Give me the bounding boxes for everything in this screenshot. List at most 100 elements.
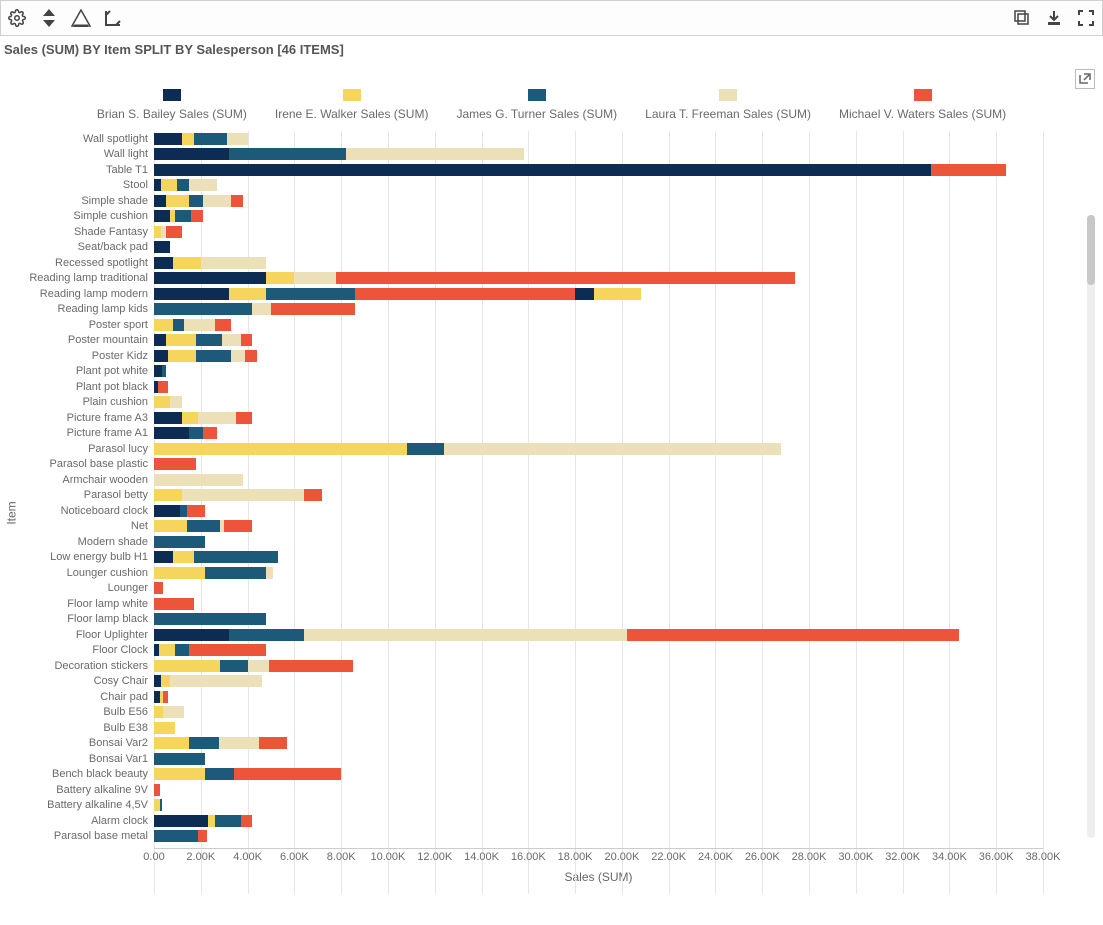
bar-segment[interactable] <box>154 226 161 238</box>
bar-segment[interactable] <box>154 768 205 780</box>
bar-segment[interactable] <box>154 179 161 191</box>
bar-segment[interactable] <box>154 365 162 377</box>
bar-segment[interactable] <box>215 319 231 331</box>
bar-track[interactable] <box>154 164 1043 176</box>
bar-segment[interactable] <box>154 241 170 253</box>
bar-segment[interactable] <box>154 443 407 455</box>
bar-segment[interactable] <box>224 520 252 532</box>
bar-segment[interactable] <box>346 148 524 160</box>
bar-segment[interactable] <box>227 133 248 145</box>
bar-track[interactable] <box>154 396 1043 408</box>
bar-segment[interactable] <box>182 133 194 145</box>
show-warnings-icon[interactable] <box>71 8 91 28</box>
bar-segment[interactable] <box>236 412 252 424</box>
scrollbar-vertical[interactable] <box>1087 215 1095 838</box>
bar-segment[interactable] <box>355 288 575 300</box>
bar-segment[interactable] <box>154 830 198 842</box>
bar-segment[interactable] <box>231 195 243 207</box>
bar-track[interactable] <box>154 815 1043 827</box>
bar-track[interactable] <box>154 830 1043 842</box>
bar-track[interactable] <box>154 598 1043 610</box>
bar-segment[interactable] <box>154 412 182 424</box>
bar-segment[interactable] <box>173 551 194 563</box>
bar-track[interactable] <box>154 133 1043 145</box>
bar-segment[interactable] <box>154 598 194 610</box>
bar-segment[interactable] <box>189 737 219 749</box>
bar-track[interactable] <box>154 706 1043 718</box>
legend-entry[interactable]: James G. Turner Sales (SUM) <box>456 89 617 121</box>
bar-segment[interactable] <box>154 257 173 269</box>
bar-segment[interactable] <box>269 660 353 672</box>
bar-segment[interactable] <box>154 303 252 315</box>
bar-segment[interactable] <box>154 706 163 718</box>
bar-track[interactable] <box>154 660 1043 672</box>
bar-segment[interactable] <box>154 148 229 160</box>
bar-segment[interactable] <box>187 505 206 517</box>
bar-segment[interactable] <box>196 334 222 346</box>
bar-segment[interactable] <box>154 427 189 439</box>
bar-segment[interactable] <box>575 288 594 300</box>
bar-segment[interactable] <box>154 815 208 827</box>
bar-track[interactable] <box>154 458 1043 470</box>
bar-segment[interactable] <box>170 675 261 687</box>
bar-segment[interactable] <box>154 334 166 346</box>
gear-icon[interactable] <box>7 8 27 28</box>
bar-segment[interactable] <box>229 288 266 300</box>
bar-segment[interactable] <box>154 319 173 331</box>
bar-segment[interactable] <box>234 768 342 780</box>
bar-segment[interactable] <box>166 195 189 207</box>
bar-segment[interactable] <box>154 536 205 548</box>
bar-segment[interactable] <box>154 675 161 687</box>
bar-track[interactable] <box>154 474 1043 486</box>
bar-segment[interactable] <box>594 288 641 300</box>
bar-segment[interactable] <box>154 474 243 486</box>
bar-segment[interactable] <box>266 567 273 579</box>
bar-track[interactable] <box>154 551 1043 563</box>
bar-track[interactable] <box>154 365 1043 377</box>
bar-segment[interactable] <box>203 195 231 207</box>
bar-segment[interactable] <box>154 629 229 641</box>
bar-track[interactable] <box>154 629 1043 641</box>
legend-entry[interactable]: Irene E. Walker Sales (SUM) <box>275 89 429 121</box>
bar-segment[interactable] <box>154 582 163 594</box>
bar-segment[interactable] <box>222 334 241 346</box>
bar-segment[interactable] <box>294 272 336 284</box>
bar-segment[interactable] <box>154 489 182 501</box>
bar-segment[interactable] <box>173 257 201 269</box>
bar-segment[interactable] <box>170 396 182 408</box>
bar-segment[interactable] <box>154 505 180 517</box>
fullscreen-icon[interactable] <box>1076 8 1096 28</box>
bar-segment[interactable] <box>175 210 191 222</box>
bar-segment[interactable] <box>182 489 304 501</box>
bar-segment[interactable] <box>154 350 168 362</box>
bar-track[interactable] <box>154 179 1043 191</box>
bar-track[interactable] <box>154 520 1043 532</box>
bar-track[interactable] <box>154 288 1043 300</box>
bar-track[interactable] <box>154 148 1043 160</box>
bar-segment[interactable] <box>175 644 189 656</box>
bar-segment[interactable] <box>154 722 175 734</box>
bar-segment[interactable] <box>248 660 269 672</box>
bar-segment[interactable] <box>271 303 355 315</box>
bar-track[interactable] <box>154 210 1043 222</box>
bar-track[interactable] <box>154 784 1043 796</box>
bar-segment[interactable] <box>180 505 187 517</box>
bar-segment[interactable] <box>166 334 196 346</box>
bar-segment[interactable] <box>266 272 294 284</box>
bar-track[interactable] <box>154 226 1043 238</box>
bar-segment[interactable] <box>229 148 346 160</box>
bar-segment[interactable] <box>194 133 227 145</box>
bar-track[interactable] <box>154 737 1043 749</box>
bar-track[interactable] <box>154 195 1043 207</box>
bar-segment[interactable] <box>189 195 203 207</box>
bar-segment[interactable] <box>215 815 241 827</box>
bar-segment[interactable] <box>208 815 215 827</box>
bar-track[interactable] <box>154 334 1043 346</box>
bar-segment[interactable] <box>154 272 266 284</box>
bar-track[interactable] <box>154 613 1043 625</box>
bar-segment[interactable] <box>154 551 173 563</box>
bar-segment[interactable] <box>154 753 205 765</box>
bar-segment[interactable] <box>159 644 175 656</box>
bar-segment[interactable] <box>154 520 187 532</box>
bar-segment[interactable] <box>198 412 235 424</box>
